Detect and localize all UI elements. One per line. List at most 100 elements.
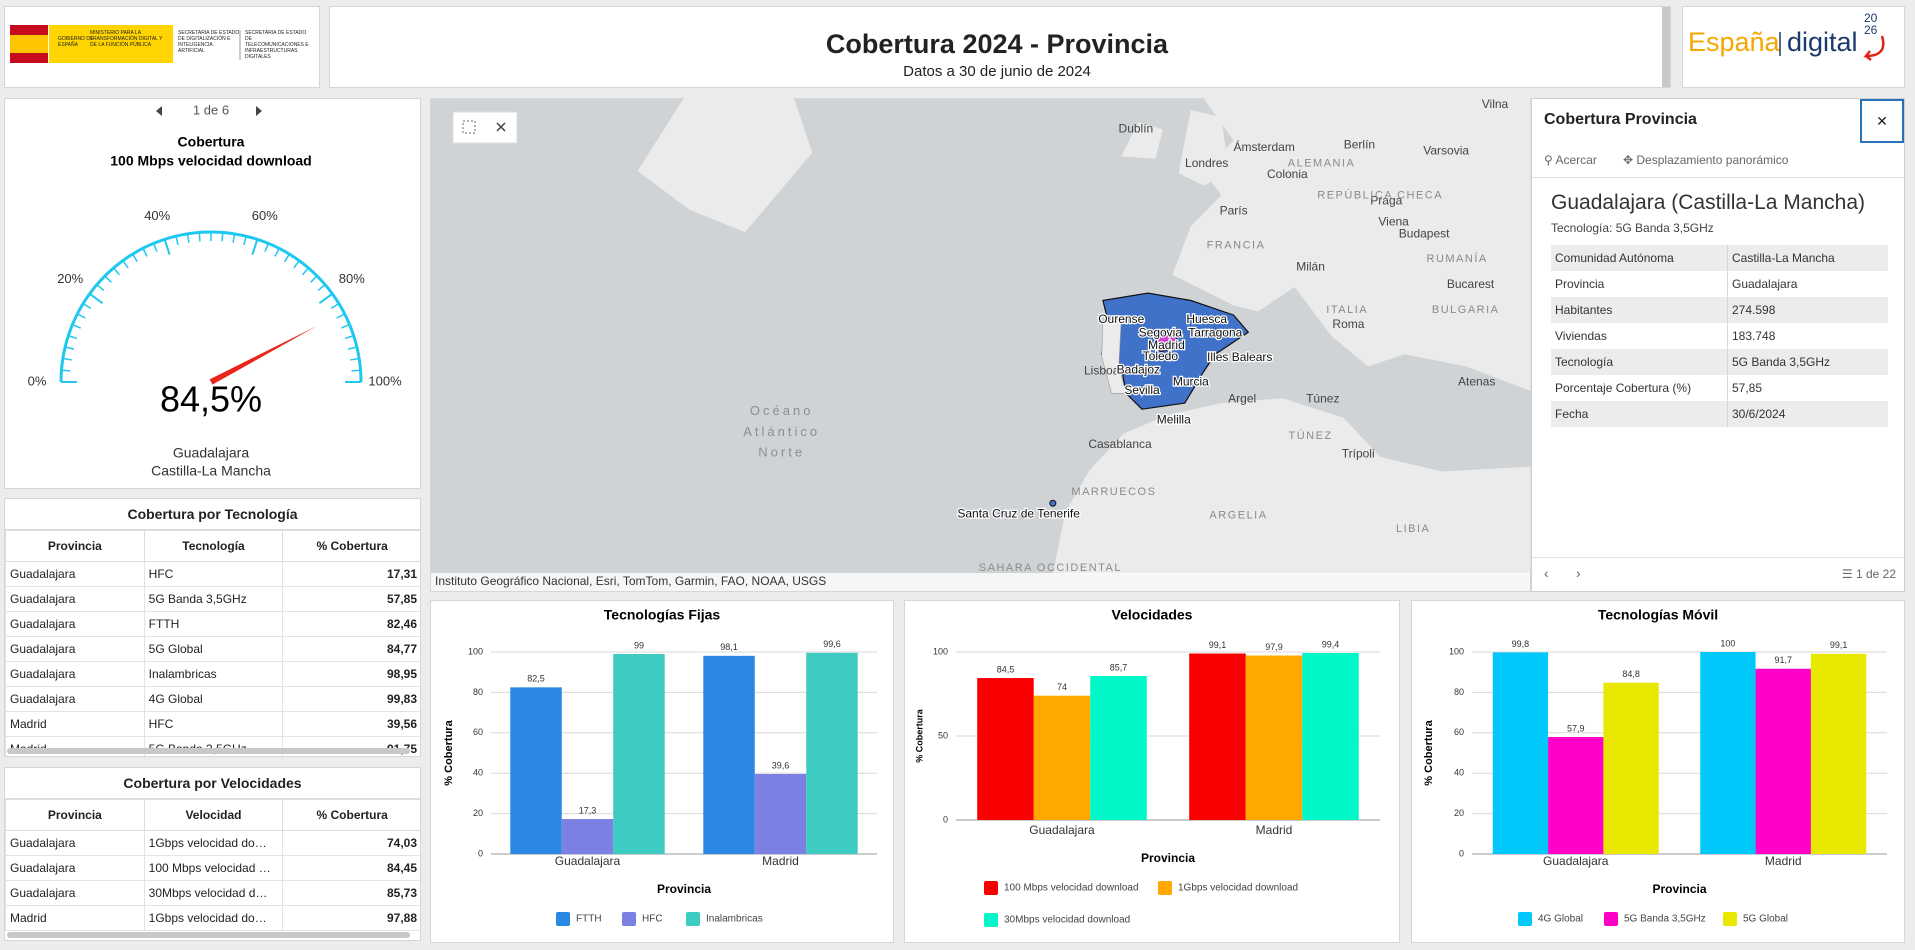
table-cell: 57,85	[282, 586, 420, 612]
table-cell: 99,83	[282, 686, 420, 712]
table-cell: 98,95	[282, 661, 420, 687]
attribute-row: Fecha 30/6/2024	[1551, 401, 1888, 427]
table-cell: 1Gbps velocidad do…	[143, 830, 284, 856]
table-cell: 30Mbps velocidad d…	[143, 880, 284, 906]
next-button[interactable]: ›	[1576, 565, 1581, 581]
logo-panel	[1682, 6, 1905, 88]
attribute-row: Viviendas 183.748	[1551, 323, 1888, 349]
table-cell: 5G Banda 3,5GHz	[143, 586, 284, 612]
attribute-row: Comunidad Autónoma Castilla-La Mancha	[1551, 245, 1888, 271]
attribute-cell: Guadalajara	[1732, 277, 1798, 291]
table-cell: 85,73	[282, 880, 420, 906]
attribute-cell: Habitantes	[1551, 297, 1728, 323]
scrollbar	[7, 748, 410, 754]
column-header: % Cobertura	[282, 530, 420, 562]
tool-label: Desplazamiento panorámico	[1636, 153, 1789, 167]
table-panel: Cobertura por Tecnología Provincia Tecnolo…	[4, 498, 421, 757]
prev-button[interactable]: ‹	[1544, 565, 1549, 581]
table-cell: 97,88	[282, 905, 420, 931]
pager: ☰ 1 de 22	[1841, 567, 1896, 581]
attribute-cell: Comunidad Autónoma	[1551, 245, 1728, 271]
popup-header: Cobertura Provincia	[1544, 111, 1697, 128]
table-cell: Inalambricas	[143, 661, 284, 687]
zoom-tool[interactable]: ⚲ Acercar	[1544, 153, 1597, 167]
pager-label: 1 de 22	[1855, 567, 1896, 581]
table-row: Madrid 1Gbps velocidad do… 97,88	[5, 905, 420, 931]
table-row: Guadalajara 1Gbps velocidad do… 74,03	[5, 830, 420, 856]
attribute-cell: Provincia	[1551, 271, 1728, 297]
table-panel: Cobertura por Velocidades Provincia Veloci…	[4, 767, 421, 941]
data-table: Provincia Velocidad% Cobertura Guadalajara…	[5, 799, 420, 931]
table-cell: 1Gbps velocidad do…	[143, 905, 284, 931]
attribute-cell: 57,85	[1732, 381, 1763, 395]
table-cell: 39,56	[282, 711, 420, 737]
table-row: Guadalajara 5G Global 84,77	[5, 636, 420, 662]
title-panel: Cobertura 2024 - Provincia Datos a 30 de…	[329, 6, 1671, 88]
pan-tool[interactable]: ✥ Desplazamiento panorámico	[1623, 153, 1789, 167]
attribute-cell: 5G Banda 3,5GHz	[1727, 349, 1888, 375]
toolbar: ⚲ Acercar ✥ Desplazamiento panorámico	[1532, 145, 1904, 178]
table-row: Guadalajara HFC 17,31	[5, 561, 420, 587]
table-row: Guadalajara 4G Global 99,83	[5, 686, 420, 712]
chart-panel	[904, 600, 1400, 943]
table-cell: 17,31	[282, 561, 420, 587]
table-cell: Guadalajara	[5, 686, 145, 712]
table-title: Cobertura por Velocidades	[5, 768, 420, 799]
table-cell: 4G Global	[143, 686, 284, 712]
column-header: % Cobertura	[282, 799, 420, 831]
column-header: Tecnología	[143, 530, 284, 562]
attribute-cell: 30/6/2024	[1727, 401, 1888, 427]
attribute-cell: Porcentaje Cobertura (%)	[1551, 375, 1728, 401]
attribute-row: Provincia Guadalajara	[1551, 271, 1888, 297]
chart-panel	[430, 600, 894, 943]
scrollbar	[7, 932, 410, 938]
table-row: Guadalajara 30Mbps velocidad d… 85,73	[5, 880, 420, 906]
column-header: Provincia	[5, 799, 145, 831]
table-cell: 74,03	[282, 830, 420, 856]
header-row: Provincia Tecnología% Cobertura	[5, 530, 420, 562]
chart-panel	[1411, 600, 1905, 943]
table-cell: HFC	[143, 561, 284, 587]
table-cell: Guadalajara	[5, 880, 145, 906]
tool-label: Acercar	[1555, 153, 1597, 167]
table-cell: Guadalajara	[5, 636, 145, 662]
table-title: Cobertura por Tecnología	[5, 499, 420, 530]
attribute-row: Tecnología 5G Banda 3,5GHz	[1551, 349, 1888, 375]
attribute-cell: Fecha	[1551, 401, 1728, 427]
page-title: Cobertura 2024 - Provincia	[825, 29, 1169, 59]
attribute-cell: Viviendas	[1551, 323, 1728, 349]
attribute-cell: 183.748	[1732, 329, 1776, 343]
table-cell: Guadalajara	[5, 561, 145, 587]
attribute-table: Comunidad Autónoma Castilla-La Mancha Prov…	[1551, 245, 1888, 427]
attribute-cell: Tecnología	[1551, 349, 1728, 375]
logo-panel	[4, 6, 320, 88]
table-row: Madrid HFC 39,56	[5, 711, 420, 737]
column-header: Velocidad	[143, 799, 284, 831]
popup-title: Guadalajara (Castilla-La Mancha)	[1551, 191, 1865, 214]
attribute-cell: Castilla-La Mancha	[1727, 245, 1888, 271]
table-cell: 84,45	[282, 855, 420, 881]
table-cell: Guadalajara	[5, 855, 145, 881]
table-cell: Guadalajara	[5, 611, 145, 637]
popup: Cobertura Provincia ✕ ⚲ Acercar ✥ Despla…	[1531, 98, 1905, 592]
table-cell: 5G Global	[143, 636, 284, 662]
attribute-row: Habitantes 274.598	[1551, 297, 1888, 323]
column-header: Provincia	[5, 530, 145, 562]
table-row: Guadalajara Inalambricas 98,95	[5, 661, 420, 687]
table-cell: FTTH	[143, 611, 284, 637]
table-cell: Madrid	[5, 905, 145, 931]
gauge-panel	[4, 98, 421, 489]
table-cell: Guadalajara	[5, 830, 145, 856]
data-table: Provincia Tecnología% Cobertura Guadalajar…	[5, 530, 420, 756]
table-row: Guadalajara FTTH 82,46	[5, 611, 420, 637]
attribute-cell: 274.598	[1727, 297, 1888, 323]
close-button[interactable]: ✕	[1860, 99, 1904, 143]
divider	[1532, 557, 1904, 558]
header-row: Provincia Velocidad% Cobertura	[5, 799, 420, 831]
popup-subtitle: Tecnología: 5G Banda 3,5GHz	[1551, 221, 1714, 235]
table-row: Guadalajara 100 Mbps velocidad … 84,45	[5, 855, 420, 881]
table-cell: HFC	[143, 711, 284, 737]
scrollbar	[1662, 7, 1670, 87]
table-cell: Madrid	[5, 711, 145, 737]
